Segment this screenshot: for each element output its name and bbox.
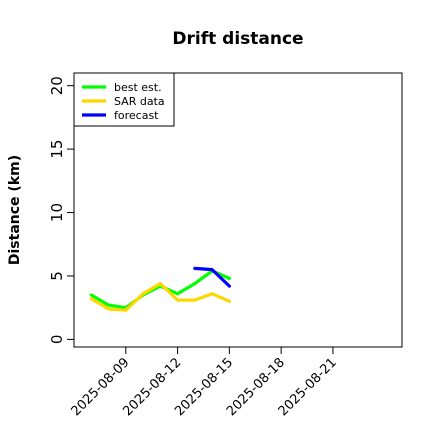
legend-label: forecast [114, 109, 159, 122]
legend-label: best est. [114, 81, 162, 94]
series-line-forecast [193, 266, 231, 288]
y-tick-label: 20 [48, 76, 66, 95]
chart-title: Drift distance [172, 29, 303, 49]
y-tick-label: 5 [48, 271, 66, 281]
y-tick-label: 10 [48, 203, 66, 222]
legend-label: SAR data [114, 95, 165, 108]
series-line-best-est [89, 269, 231, 310]
series-line-sar-data [89, 282, 231, 312]
series-layer [89, 266, 231, 312]
y-axis-label: Distance (km) [7, 155, 23, 265]
x-axis: 2025-08-092025-08-122025-08-152025-08-18… [69, 347, 340, 419]
plot-frame [73, 72, 403, 348]
y-tick-label: 15 [48, 140, 66, 159]
y-axis: 0 5 10 15 20 [48, 76, 74, 344]
y-tick-label: 0 [48, 335, 66, 345]
